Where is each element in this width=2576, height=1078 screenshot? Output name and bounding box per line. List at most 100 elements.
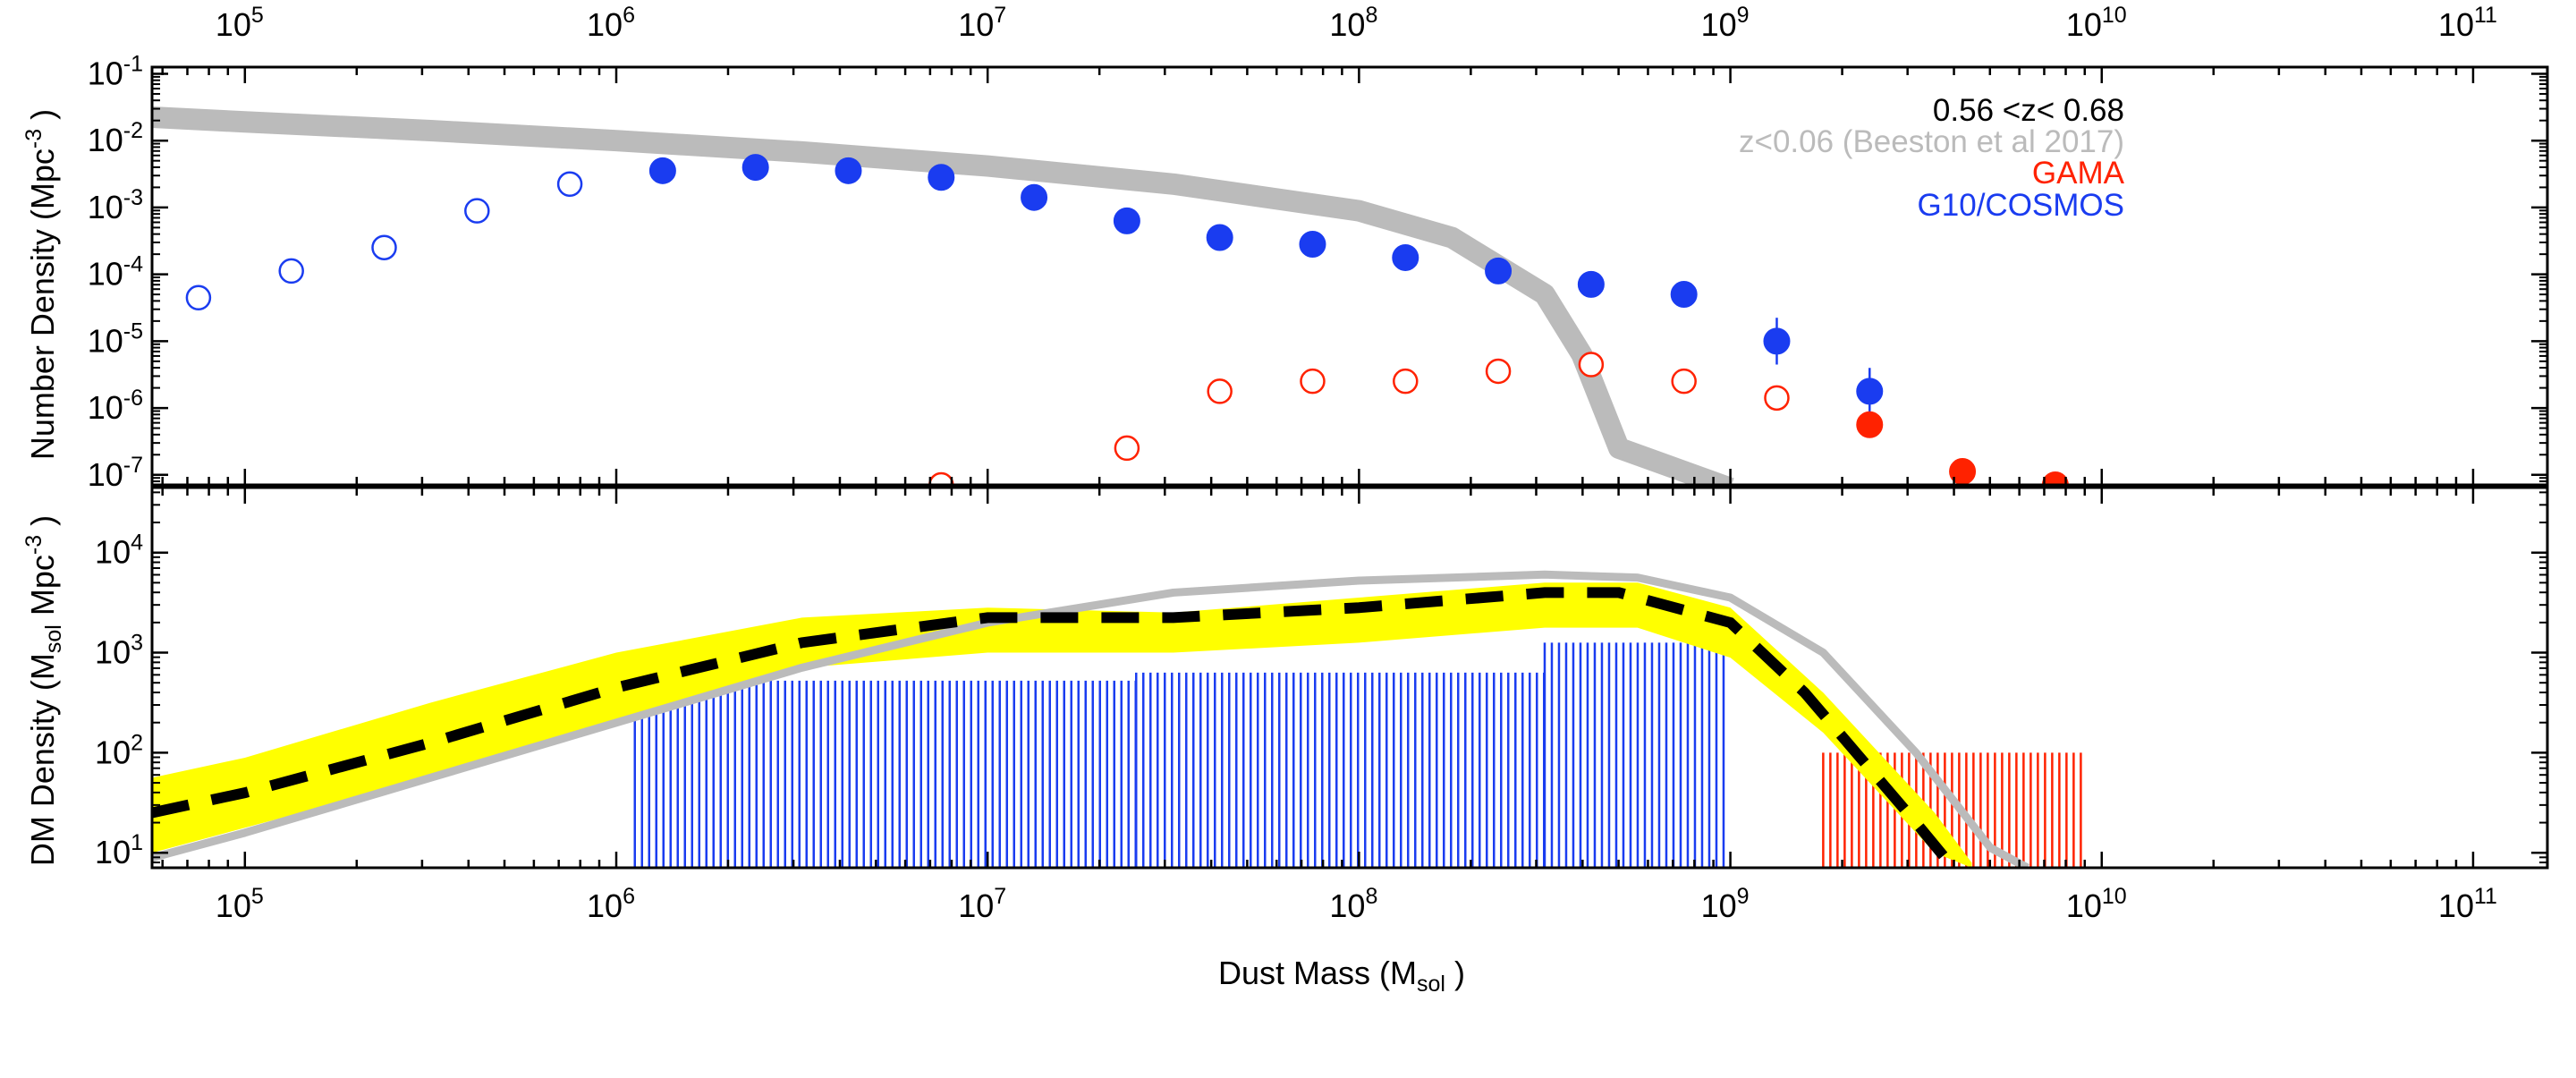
tick-label-exponent: 9 (1737, 884, 1750, 909)
top-y-tick-label: 10-5 (88, 318, 143, 359)
data-point-open (1114, 435, 1140, 462)
tick-label-exponent: 6 (623, 884, 635, 909)
tick-label-exponent: 2 (131, 730, 143, 755)
data-point (928, 164, 955, 191)
data-point-open (1764, 385, 1790, 412)
tick-label-base: 10 (88, 122, 123, 158)
tick-label-exponent: 10 (2102, 3, 2127, 28)
x-tick-label-bottom: 1011 (2438, 884, 2497, 924)
tick-label-exponent: 7 (994, 3, 1006, 28)
x-tick-label-bottom: 109 (1701, 884, 1750, 924)
x-tick-label-top: 106 (587, 3, 635, 43)
bottom-y-axis-label-mid: Mpc (24, 555, 61, 624)
data-point (741, 154, 769, 182)
x-tick-label-bottom: 106 (587, 884, 635, 924)
top-y-axis-label: Number Density (Mpc-3 ) (21, 109, 61, 460)
tick-label-exponent: 8 (1365, 884, 1377, 909)
legend-entry-beeston: z<0.06 (Beeston et al 2017) (1739, 124, 2124, 159)
data-point (1392, 243, 1419, 271)
bottom-panel-plot-area (152, 570, 2082, 868)
tick-label-base: 10 (1329, 887, 1365, 924)
bottom-y-tick-label: 103 (95, 631, 143, 671)
x-axis-label-sub: sol (1417, 972, 1445, 997)
top-panel-plot-area (152, 106, 2069, 485)
x-tick-label-top: 108 (1329, 3, 1377, 43)
tick-label-base: 10 (95, 534, 131, 571)
data-point (1577, 270, 1605, 298)
tick-label-base: 10 (1701, 6, 1737, 43)
tick-label-exponent: -1 (123, 51, 143, 76)
beeston-density-curve (152, 570, 2029, 868)
data-point-open (1671, 368, 1697, 395)
data-point-open (928, 471, 954, 485)
data-point (648, 157, 676, 184)
data-point (835, 157, 862, 184)
data-point-open (1578, 352, 1605, 378)
top-y-tick-label: 10-2 (88, 118, 143, 158)
x-tick-label-top: 1011 (2438, 3, 2497, 43)
tick-label-exponent: -4 (123, 252, 143, 277)
x-tick-label-bottom: 107 (958, 884, 1006, 924)
tick-label-exponent: 4 (131, 531, 143, 556)
top-y-tick-label: 10-7 (88, 453, 143, 493)
data-point (1021, 183, 1048, 211)
tick-label-base: 10 (95, 734, 131, 770)
tick-label-base: 10 (88, 456, 123, 493)
fit-uncertainty-band (152, 582, 1972, 868)
tick-label-exponent: 10 (2102, 884, 2127, 909)
tick-label-base: 10 (958, 887, 994, 924)
tick-label-exponent: 7 (994, 884, 1006, 909)
bottom-y-tick-label: 104 (95, 531, 143, 571)
data-point-open (556, 171, 583, 198)
top-y-tick-label: 10-6 (88, 386, 143, 426)
bottom-y-axis-label: DM Density (Msol Mpc-3 ) (21, 515, 66, 866)
tick-label-exponent: -3 (123, 185, 143, 210)
x-tick-label-bottom: 1010 (2066, 884, 2127, 924)
bottom-y-axis-label-sup: -3 (21, 535, 47, 555)
x-tick-label-top: 107 (958, 3, 1006, 43)
data-point-open (185, 284, 212, 311)
tick-label-base: 10 (88, 256, 123, 293)
bottom-y-tick-label: 101 (95, 830, 143, 870)
bottom-y-axis-label-sub: sol (41, 624, 66, 653)
tick-label-base: 10 (2066, 6, 2102, 43)
tick-label-base: 10 (1329, 6, 1365, 43)
x-tick-label-top: 1010 (2066, 3, 2127, 43)
top-y-axis-label-sup: -3 (21, 129, 47, 149)
tick-label-base: 10 (2066, 887, 2102, 924)
bottom-panel-frame (150, 486, 2549, 870)
legend: 0.56 <z< 0.68 z<0.06 (Beeston et al 2017… (1739, 93, 2125, 223)
x-axis-label: Dust Mass (Msol ) (1218, 955, 1465, 997)
data-point (1206, 224, 1233, 251)
data-point (1299, 231, 1326, 259)
tick-label-exponent: -5 (123, 318, 143, 344)
top-y-axis-label-main: Number Density (Mpc (24, 149, 61, 460)
top-y-tick-label: 10-1 (88, 51, 143, 91)
data-point (1856, 378, 1884, 405)
legend-entry-g10-cosmos: G10/COSMOS (1918, 188, 2124, 223)
top-y-axis-label-end: ) (24, 109, 61, 129)
tick-label-exponent: -6 (123, 386, 143, 411)
top-y-tick-label: 10-3 (88, 185, 143, 225)
tick-label-exponent: 11 (2474, 884, 2497, 909)
tick-label-exponent: 6 (623, 3, 635, 28)
tick-label-base: 10 (216, 887, 251, 924)
tick-label-base: 10 (1701, 887, 1737, 924)
x-tick-label-top: 109 (1701, 3, 1750, 43)
tick-label-exponent: -7 (123, 453, 143, 478)
data-point-open (1485, 358, 1512, 385)
data-point-open (371, 234, 397, 260)
bottom-y-axis-label-end: ) (24, 515, 61, 535)
tick-label-base: 10 (587, 887, 623, 924)
axes: 1051051061061071071081081091091010101010… (88, 3, 2547, 924)
tick-label-exponent: 9 (1737, 3, 1750, 28)
data-point-open (1393, 368, 1419, 395)
tick-label-exponent: 5 (251, 884, 264, 909)
data-point (1763, 327, 1791, 355)
data-point-open (1300, 368, 1326, 395)
tick-label-exponent: 3 (131, 631, 143, 656)
tick-label-base: 10 (587, 6, 623, 43)
x-tick-label-bottom: 108 (1329, 884, 1377, 924)
